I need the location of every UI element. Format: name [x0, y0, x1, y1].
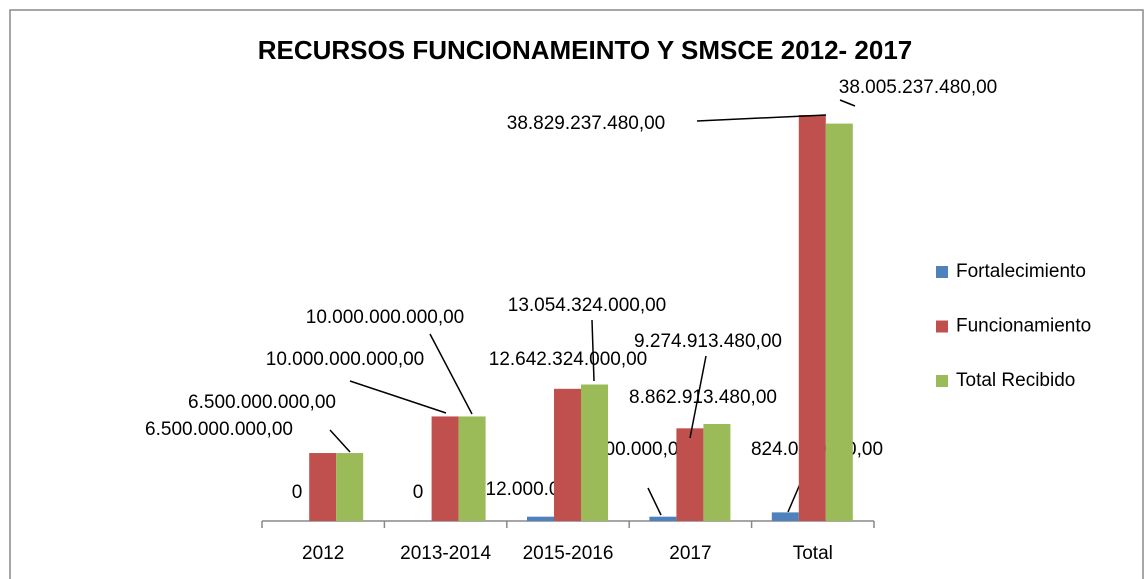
bar — [798, 115, 826, 521]
leader-line — [689, 355, 707, 439]
legend-swatch — [936, 320, 948, 333]
bar — [527, 516, 554, 521]
x-tick-label: 2015-2016 — [523, 543, 614, 564]
bar — [771, 512, 799, 521]
x-tick-label: 2013-2014 — [400, 543, 491, 564]
leader-line — [591, 319, 595, 382]
data-label: 38.829.237.480,00 — [507, 113, 666, 134]
bar — [676, 428, 704, 521]
leader-line — [696, 114, 827, 122]
chart-border — [9, 9, 1144, 579]
data-label: 0 — [292, 482, 303, 503]
chart-title: RECURSOS FUNCIONAMEINTO Y SMSCE 2012- 20… — [258, 35, 913, 65]
legend-label: Total Recibido — [956, 370, 1075, 391]
data-label: 38.005.237.480,00 — [839, 77, 998, 98]
data-label: 9.274.913.480,00 — [634, 331, 782, 352]
bar — [649, 516, 677, 521]
legend-label: Funcionamiento — [956, 316, 1091, 337]
data-label: 6.500.000.000,00 — [145, 419, 293, 440]
data-label: 12.642.324.000,00 — [489, 349, 648, 370]
legend-swatch — [936, 266, 948, 278]
bar — [581, 384, 608, 521]
leader-line — [349, 380, 447, 414]
bar — [825, 123, 853, 521]
data-label: 6.500.000.000,00 — [188, 392, 336, 413]
x-tick-label: Total — [793, 543, 833, 564]
legend-swatch — [936, 375, 948, 387]
x-tick-label: 2017 — [669, 543, 711, 564]
leader-line — [839, 99, 856, 107]
data-label: 13.054.324.000,00 — [508, 295, 667, 316]
legend-label: Fortalecimiento — [956, 261, 1086, 282]
leader-line — [329, 429, 351, 453]
bar — [554, 388, 581, 521]
bar — [431, 416, 459, 521]
bar — [458, 416, 486, 521]
data-label: 10.000.000.000,00 — [266, 349, 425, 370]
leader-line — [429, 333, 473, 415]
x-tick-label: 2012 — [302, 543, 344, 564]
leader-line — [647, 487, 662, 516]
data-label: 0 — [413, 482, 424, 503]
bar — [703, 424, 731, 521]
bar — [336, 453, 364, 521]
data-label: 10.000.000.000,00 — [306, 307, 465, 328]
data-label: 8.862.913.480,00 — [629, 387, 777, 408]
bar — [309, 453, 337, 521]
